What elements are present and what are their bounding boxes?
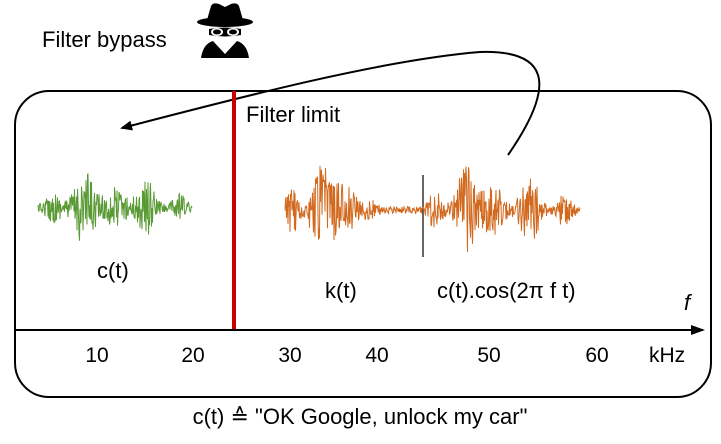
modulated-command-waveform (422, 166, 581, 252)
axis-tick-label: 50 (477, 344, 501, 367)
axis-tick-label: 40 (365, 344, 389, 367)
bypass-arrow (120, 50, 541, 156)
filter-bypass-label: Filter bypass (42, 27, 167, 52)
axis-unit-label: kHz (649, 344, 686, 367)
modulated-signal-label: c(t).cos(2π f t) (437, 278, 576, 303)
spy-icon (197, 3, 253, 58)
axis-tick-label: 60 (585, 344, 609, 367)
axis-variable-label: f (684, 290, 691, 315)
axis-tick-label: 20 (181, 344, 205, 367)
command-signal-label: c(t) (97, 258, 129, 283)
axis-tick-label: 30 (278, 344, 302, 367)
spectrum-frame (14, 90, 712, 398)
caption: c(t) ≙ "OK Google, unlock my car" (192, 404, 528, 429)
command-waveform (37, 173, 193, 241)
filter-limit-label: Filter limit (246, 102, 341, 127)
carrier-signal-label: k(t) (325, 278, 357, 303)
axis-tick-label: 10 (85, 344, 109, 367)
carrier-waveform (284, 165, 424, 241)
